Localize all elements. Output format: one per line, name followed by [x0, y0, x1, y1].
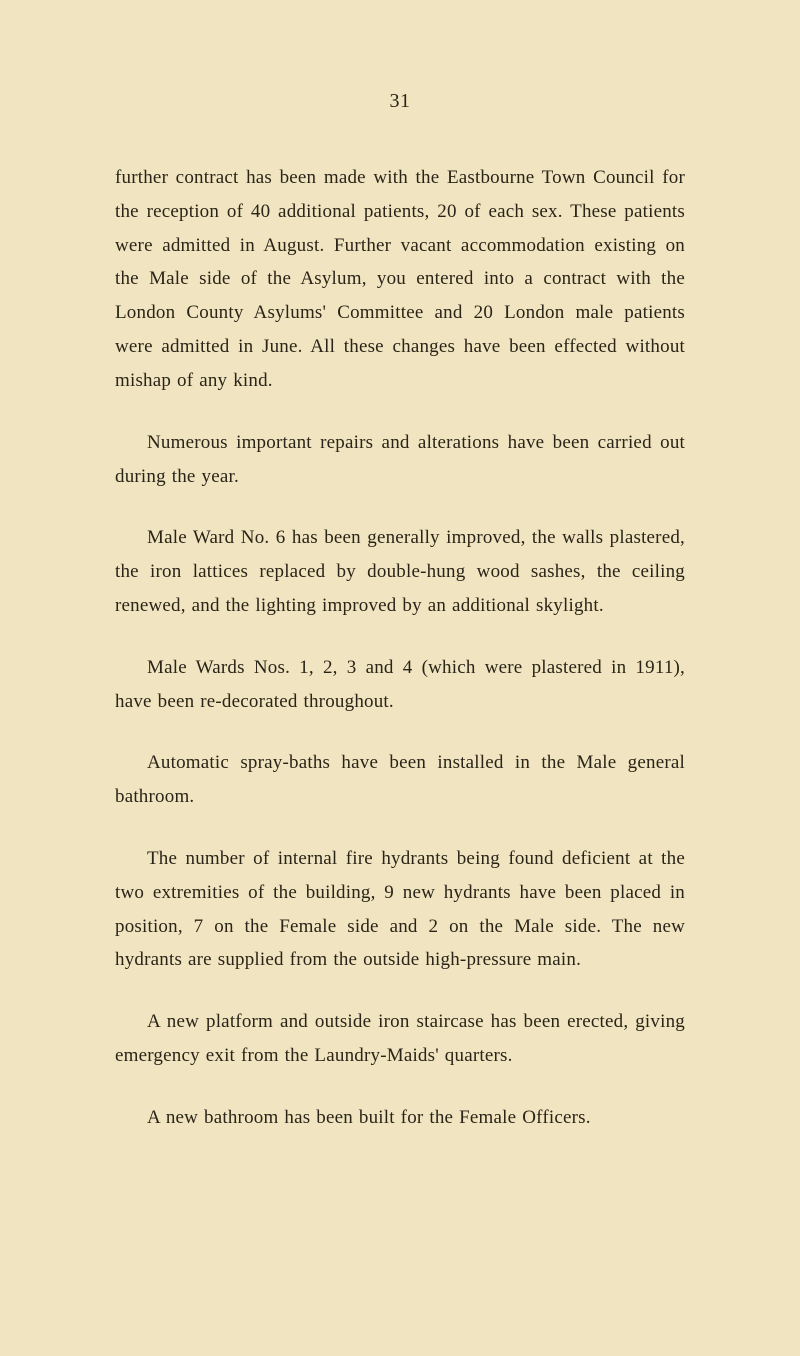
body-paragraph: Male Ward No. 6 has been generally impro…: [115, 521, 685, 622]
body-paragraph: A new platform and outside iron staircas…: [115, 1005, 685, 1073]
body-paragraph: Automatic spray-baths have been installe…: [115, 746, 685, 814]
body-paragraph: Numerous important repairs and alteratio…: [115, 426, 685, 494]
body-paragraph: A new bathroom has been built for the Fe…: [115, 1101, 685, 1135]
body-paragraph: Male Wards Nos. 1, 2, 3 and 4 (which wer…: [115, 651, 685, 719]
body-paragraph: The number of internal fire hydrants bei…: [115, 842, 685, 977]
page-number: 31: [115, 90, 685, 113]
body-paragraph: further contract has been made with the …: [115, 161, 685, 398]
